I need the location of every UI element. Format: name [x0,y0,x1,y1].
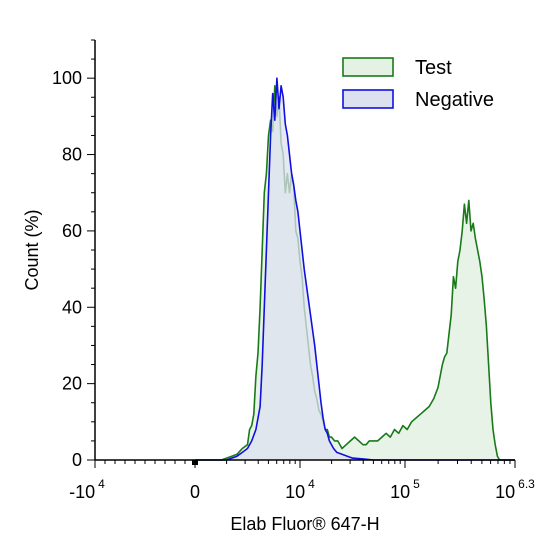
x-tick-label: 10 6.3 [495,477,535,502]
x-tick-label: 0 [190,482,200,502]
x-axis-label: Elab Fluor® 647-H [230,514,379,534]
y-tick-label: 40 [62,297,82,317]
axes: 0 20 40 60 80 100 -10 4 0 10 4 10 5 10 6.3 [52,39,535,502]
series-line-negative [195,77,515,461]
y-tick-label: 0 [72,450,82,470]
legend-label-negative: Negative [415,89,494,111]
x-tick-label: -10 4 [69,477,105,502]
plot-area [195,77,515,461]
x-tick-label: 10 4 [285,477,315,502]
series-line-test [195,85,515,461]
legend-swatch-test [342,57,394,77]
zero-marker [192,460,198,465]
legend: Test Negative [342,57,494,111]
series-fill-test [195,85,515,461]
legend-swatch-negative [342,89,394,109]
legend-label-test: Test [415,57,452,79]
y-tick-label: 60 [62,221,82,241]
y-axis-label: Count (%) [22,209,42,290]
x-tick-label: 10 5 [390,477,420,502]
y-tick-label: 80 [62,145,82,165]
y-tick-label: 20 [62,374,82,394]
y-tick-label: 100 [52,68,82,88]
series-fill-negative [195,78,515,460]
